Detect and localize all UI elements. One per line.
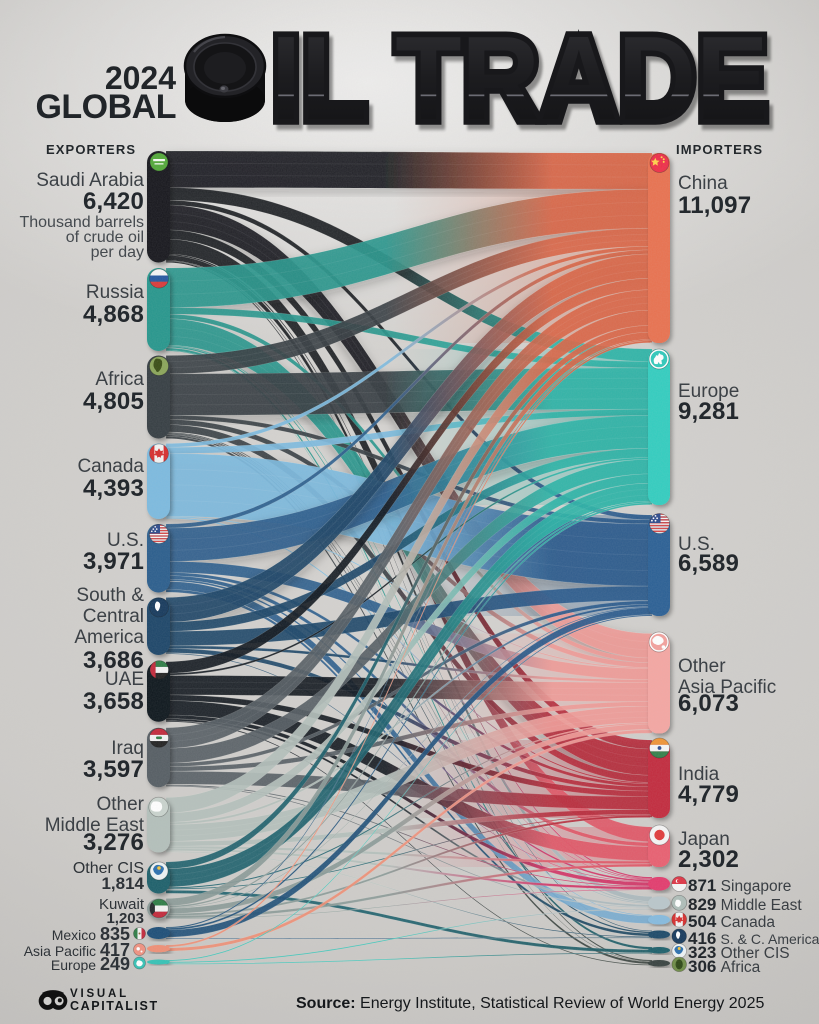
svg-text:IL TRADE: IL TRADE bbox=[275, 17, 772, 145]
svg-text:IL TRADE: IL TRADE bbox=[271, 12, 768, 145]
